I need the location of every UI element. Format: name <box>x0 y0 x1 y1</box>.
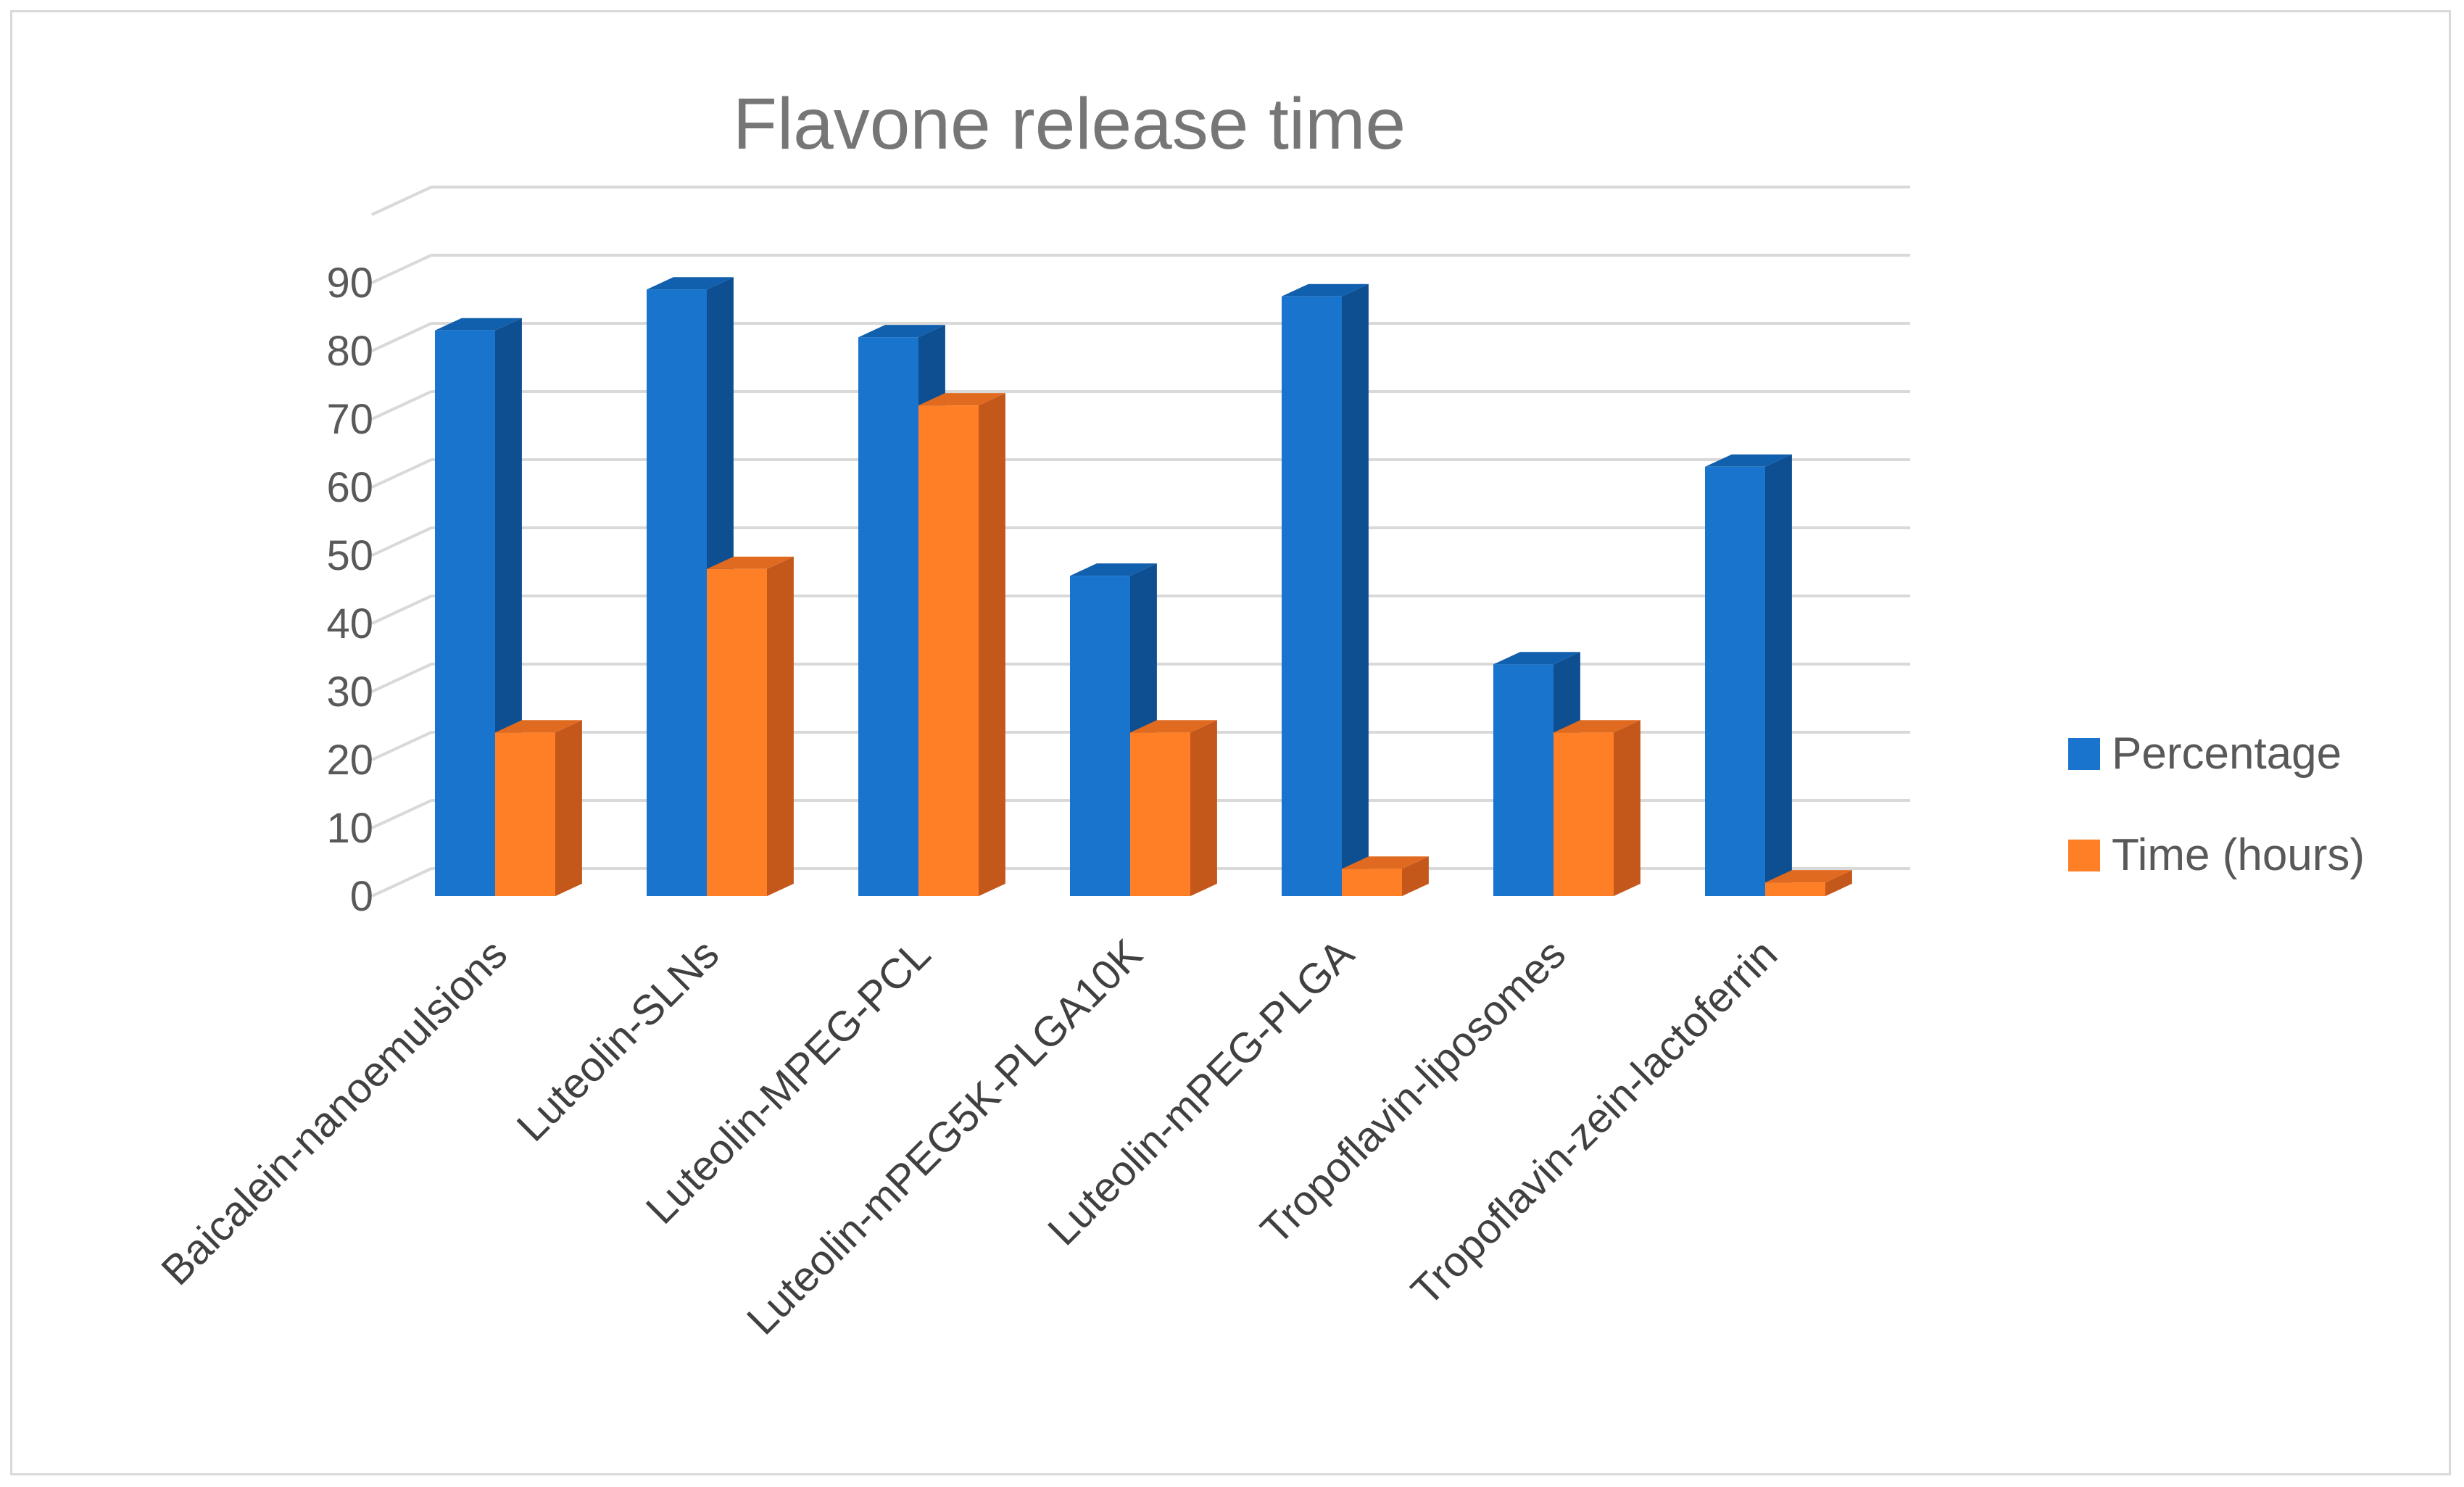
gridline-side <box>371 254 432 284</box>
x-category-label: Tropoflavin-zein-lactoferrin <box>1402 930 1786 1314</box>
gridline-side <box>371 867 432 898</box>
bar-front <box>647 289 707 896</box>
bar-top <box>1765 870 1852 883</box>
bar-front <box>1282 296 1342 896</box>
gridline-side <box>371 663 432 693</box>
y-tick-label: 80 <box>326 328 373 375</box>
bar-front <box>1493 664 1554 896</box>
y-tick-label: 70 <box>326 396 373 443</box>
bar-front <box>435 330 495 896</box>
bar-time-hours- <box>1765 870 1852 896</box>
bar-side <box>555 720 582 896</box>
bar-percentage <box>1705 454 1792 896</box>
bar-side <box>1402 856 1429 896</box>
gridline-side <box>371 186 432 216</box>
x-category-label: Luteolin-SLNs <box>508 930 729 1151</box>
bar-top <box>707 556 794 569</box>
legend: Percentage Time (hours) <box>2068 729 2365 880</box>
gridline-side <box>371 390 432 421</box>
gridline-side <box>371 322 432 352</box>
bar-top <box>647 277 734 290</box>
bar-top <box>1342 856 1429 869</box>
bar-percentage <box>1282 283 1369 896</box>
x-axis-labels: Baicalein-nanoemulsionsLuteolin-SLNsLute… <box>152 930 1786 1343</box>
bar-time-hours- <box>1130 720 1217 896</box>
bars <box>435 277 1852 897</box>
bar-front <box>1705 466 1765 896</box>
bar-front <box>495 732 555 896</box>
legend-swatch <box>2068 738 2100 770</box>
bar-top <box>495 720 582 733</box>
bar-front <box>1342 869 1402 896</box>
gridline-side <box>371 799 432 829</box>
bar-front <box>1070 576 1130 896</box>
bar-front <box>707 568 767 896</box>
bar-front <box>1130 732 1190 896</box>
y-tick-label: 50 <box>326 532 373 579</box>
bar-top <box>1282 283 1369 297</box>
bar-side <box>1614 720 1640 896</box>
bar-top <box>435 318 522 331</box>
y-tick-label: 10 <box>326 805 373 852</box>
gridline-side <box>371 458 432 489</box>
y-tick-label: 90 <box>326 260 373 307</box>
bar-time-hours- <box>495 720 582 896</box>
gridline-side <box>371 595 432 625</box>
y-tick-label: 40 <box>326 600 373 647</box>
y-axis-ticks: 0 10 20 30 40 50 60 70 80 90 <box>326 260 373 920</box>
bar-time-hours- <box>918 393 1005 896</box>
legend-label: Time (hours) <box>2112 830 2365 880</box>
x-category-label: Baicalein-nanoemulsions <box>152 930 516 1294</box>
y-tick-label: 60 <box>326 464 373 511</box>
bar-side <box>767 556 794 896</box>
bar-front <box>1765 882 1825 896</box>
bar-time-hours- <box>1342 856 1429 896</box>
bar-front <box>918 405 979 896</box>
bar-side <box>1342 283 1369 896</box>
bar-side <box>979 393 1005 896</box>
bar-top <box>1705 454 1792 467</box>
chart-title: Flavone release time <box>733 83 1406 165</box>
bar-side <box>1190 720 1217 896</box>
bar-side <box>1825 870 1852 896</box>
bar-time-hours- <box>1554 720 1640 896</box>
bar-top <box>1070 563 1157 576</box>
bar-percentage <box>1493 652 1580 896</box>
bar-front <box>858 337 918 896</box>
bar-front <box>1554 732 1614 896</box>
x-category-label: Luteolin-mPEG5K-PLGA10K <box>738 930 1151 1343</box>
bar-top <box>1130 720 1217 733</box>
y-tick-label: 0 <box>350 873 373 920</box>
y-tick-label: 20 <box>326 737 373 784</box>
gridline-side <box>371 526 432 557</box>
bar-side <box>1765 454 1792 896</box>
y-tick-label: 30 <box>326 668 373 716</box>
gridline-side <box>371 731 432 761</box>
bar-top <box>1554 720 1640 733</box>
bar-top <box>858 325 945 338</box>
bar-time-hours- <box>707 556 794 896</box>
legend-swatch <box>2068 840 2100 871</box>
bar-percentage <box>647 277 734 896</box>
bar-top <box>918 393 1005 406</box>
legend-label: Percentage <box>2112 729 2341 779</box>
bar-top <box>1493 652 1580 665</box>
